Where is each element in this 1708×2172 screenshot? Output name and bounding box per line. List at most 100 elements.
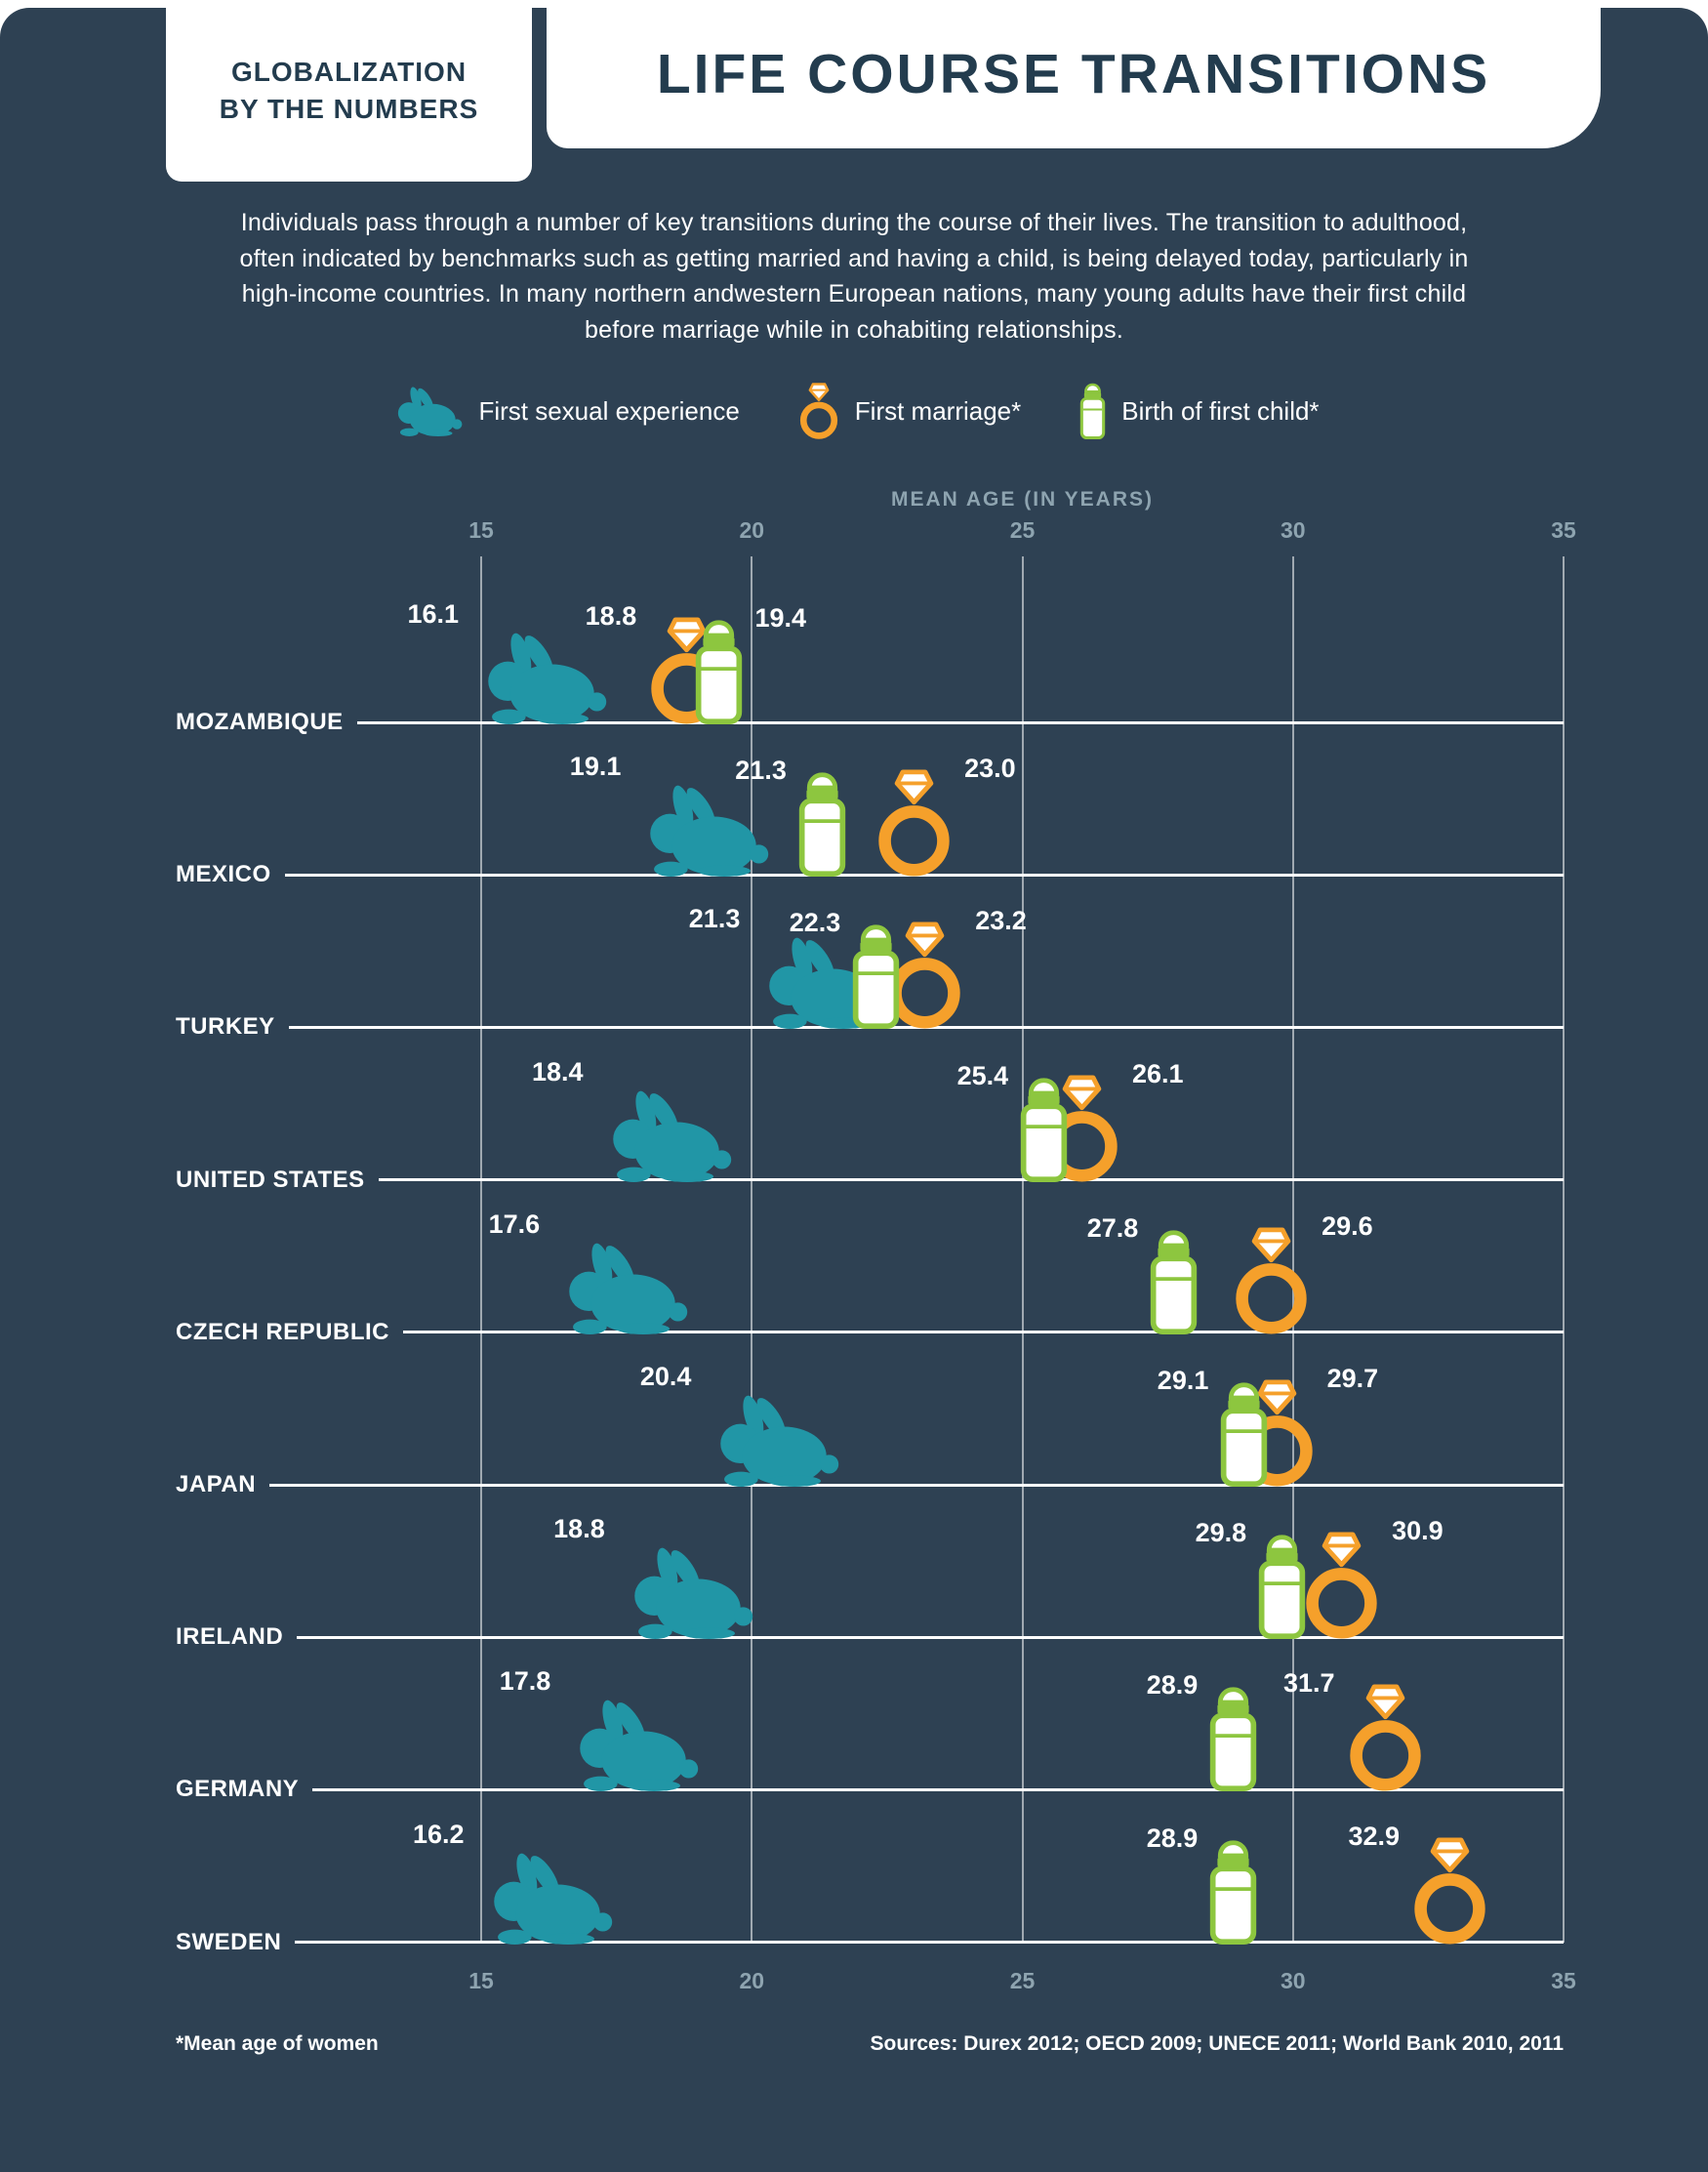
legend-item-first-marriage: First marriage* [796,383,1021,439]
rabbit-marker [470,631,611,724]
axis-tick-top: 25 [1009,517,1036,543]
value-label: 22.3 [789,908,841,938]
rabbit-marker [562,1698,703,1792]
country-row: CZECH REPUBLIC [176,1318,1564,1347]
value-label: 21.3 [688,904,741,934]
bottle-marker [1146,1229,1201,1334]
value-label: 25.4 [956,1060,1009,1090]
value-label: 32.9 [1348,1821,1401,1851]
page-title: LIFE COURSE TRANSITIONS [656,43,1491,105]
value-label: 18.4 [531,1056,584,1086]
rabbit-marker [551,1241,692,1334]
sources: Sources: Durex 2012; OECD 2009; UNECE 20… [870,2032,1564,2055]
country-label: GERMANY [176,1776,300,1803]
ring-marker [872,769,956,877]
country-label: UNITED STATES [176,1166,365,1193]
legend-label-first-sexual-experience: First sexual experience [478,395,740,426]
ring-marker [1299,1532,1384,1639]
footnote: *Mean age of women [176,2032,379,2055]
country-label: IRELAND [176,1623,284,1651]
bottle-marker [1254,1534,1310,1640]
legend-label-first-marriage: First marriage* [854,395,1022,426]
background-panel [0,8,1708,2172]
bottle-marker [1205,1839,1261,1945]
gridline [1563,556,1565,1943]
value-label: 29.1 [1157,1366,1209,1395]
row-baseline [269,1483,1564,1487]
legend-item-first-sexual-experience: First sexual experience [388,386,740,436]
axis-tick-bottom: 30 [1280,1968,1306,1993]
brand-line1: GLOBALIZATION [230,57,468,88]
value-label: 29.6 [1322,1210,1373,1241]
intro-paragraph: Individuals pass through a number of key… [239,209,1469,344]
country-label: MEXICO [176,861,271,888]
value-label: 16.1 [407,599,459,629]
bottle-marker [1205,1686,1261,1792]
axis-title: MEAN AGE (IN YEARS) [890,488,1155,511]
country-label: CZECH REPUBLIC [176,1318,390,1345]
ring-marker [1343,1684,1428,1791]
country-row: MOZAMBIQUE [176,708,1564,737]
legend-item-birth-of-first-child: Birth of first child* [1078,383,1320,439]
value-label: 17.8 [499,1666,551,1697]
gridline [751,556,753,1943]
bottle-marker [1216,1381,1272,1487]
value-label: 23.0 [964,754,1016,784]
country-label: TURKEY [176,1013,275,1041]
value-label: 28.9 [1146,1823,1199,1853]
legend-label-birth-of-first-child: Birth of first child* [1121,395,1320,426]
value-label: 26.1 [1131,1058,1184,1088]
gridline [1291,556,1294,1943]
axis-tick-top: 35 [1551,517,1576,543]
bottle-icon [1078,383,1108,439]
gridline [480,556,482,1943]
ring-marker [1229,1227,1314,1334]
value-label: 31.7 [1282,1668,1335,1699]
value-label: 23.2 [975,906,1027,936]
title-box: LIFE COURSE TRANSITIONS [547,0,1601,148]
rabbit-icon [388,386,465,436]
rabbit-marker [632,783,773,878]
value-label: 28.9 [1146,1670,1199,1701]
bottle-marker [794,771,850,878]
gridline [1021,556,1024,1943]
row-baseline [297,1635,1564,1639]
ring-icon [796,383,841,439]
axis-tick-top: 15 [468,517,494,543]
bottle-marker [1016,1077,1072,1182]
row-baseline [403,1331,1564,1334]
country-row: UNITED STATES [176,1166,1564,1195]
rabbit-marker [595,1088,736,1182]
ring-marker [1407,1837,1492,1945]
row-baseline [312,1787,1564,1791]
value-label: 18.8 [585,601,637,631]
axis-tick-top: 30 [1280,517,1306,543]
value-label: 16.2 [412,1819,465,1849]
value-label: 30.9 [1392,1516,1444,1546]
row-baseline [378,1178,1564,1182]
value-label: 29.8 [1195,1518,1247,1548]
country-label: MOZAMBIQUE [176,709,344,735]
bottle-marker [691,619,747,724]
country-row: SWEDEN [176,1928,1564,1957]
value-label: 19.1 [569,752,622,782]
country-row: GERMANY [176,1775,1564,1804]
rabbit-marker [617,1545,757,1640]
brand-box: GLOBALIZATION BY THE NUMBERS [166,0,532,182]
country-row: JAPAN [176,1470,1564,1499]
axis-tick-bottom: 15 [468,1968,494,1993]
row-baseline [356,720,1564,724]
value-label: 19.4 [754,603,807,633]
value-label: 21.3 [735,756,787,786]
axis-tick-bottom: 35 [1551,1968,1576,1993]
value-label: 20.4 [639,1362,692,1391]
country-label: JAPAN [176,1471,257,1497]
axis-tick-bottom: 20 [739,1968,765,1993]
country-row: MEXICO [176,860,1564,889]
brand-line2: BY THE NUMBERS [219,94,479,124]
axis-tick-top: 20 [739,517,765,543]
rabbit-marker [476,1851,617,1945]
rabbit-marker [703,1393,843,1487]
